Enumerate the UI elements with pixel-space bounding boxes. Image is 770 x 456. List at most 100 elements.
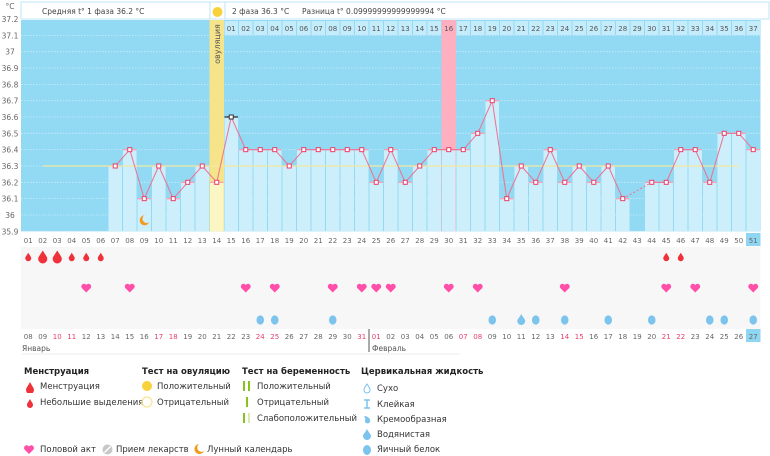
temperature-point[interactable] — [257, 147, 263, 153]
temperature-point[interactable] — [721, 130, 727, 136]
current-date-cell[interactable] — [746, 329, 761, 342]
temperature-point[interactable] — [373, 179, 379, 185]
temperature-point[interactable] — [112, 163, 118, 169]
heart-icon[interactable] — [385, 283, 396, 293]
spotting-drop-icon[interactable] — [83, 252, 90, 262]
temperature-point[interactable] — [678, 147, 684, 153]
temperature-point[interactable] — [591, 179, 597, 185]
heart-icon[interactable] — [81, 283, 92, 293]
egg-white-icon[interactable] — [705, 315, 714, 325]
temperature-point[interactable] — [127, 147, 133, 153]
temperature-segment — [491, 100, 508, 199]
phase2-day-label: 01 — [227, 25, 236, 33]
egg-white-icon[interactable] — [328, 315, 337, 325]
egg-white-icon[interactable] — [560, 315, 569, 325]
egg-white-icon[interactable] — [749, 315, 758, 325]
date-label: 13 — [96, 333, 105, 341]
spotting-drop-icon[interactable] — [68, 252, 75, 262]
heart-icon[interactable] — [559, 283, 570, 293]
spotting-drop-icon[interactable] — [25, 252, 32, 262]
temperature-point[interactable] — [605, 163, 611, 169]
legend-ovulation-title: Тест на овуляцию — [142, 367, 231, 377]
temperature-bar — [268, 149, 282, 232]
heart-icon[interactable] — [269, 283, 280, 293]
heart-icon[interactable] — [748, 283, 759, 293]
phase2-day-label: 24 — [560, 25, 569, 33]
temperature-point[interactable] — [141, 196, 147, 202]
temperature-point[interactable] — [649, 179, 655, 185]
temperature-point[interactable] — [446, 147, 452, 153]
phase2-day-label: 15 — [430, 25, 439, 33]
watery-drop-icon[interactable] — [517, 314, 526, 325]
heart-icon[interactable] — [371, 283, 382, 293]
temperature-point[interactable] — [344, 147, 350, 153]
cycle-day-label: 21 — [314, 237, 323, 245]
temperature-bar — [703, 182, 717, 232]
heart-icon[interactable] — [443, 283, 454, 293]
temperature-point[interactable] — [185, 179, 191, 185]
temperature-point[interactable] — [533, 179, 539, 185]
temperature-point[interactable] — [272, 147, 278, 153]
temperature-point[interactable] — [562, 179, 568, 185]
temperature-point[interactable] — [286, 163, 292, 169]
y-tick-label: 36.4 — [2, 146, 19, 155]
egg-white-icon[interactable] — [604, 315, 613, 325]
temperature-point[interactable] — [228, 114, 234, 120]
temperature-point[interactable] — [489, 98, 495, 104]
heart-icon[interactable] — [690, 283, 701, 293]
temperature-point[interactable] — [417, 163, 423, 169]
temperature-point[interactable] — [315, 147, 321, 153]
temperature-point[interactable] — [402, 179, 408, 185]
temperature-point[interactable] — [156, 163, 162, 169]
temperature-point[interactable] — [547, 147, 553, 153]
temperature-point[interactable] — [518, 163, 524, 169]
legend-watery: Водянистая — [377, 430, 431, 440]
temperature-point[interactable] — [330, 147, 336, 153]
heart-icon[interactable] — [356, 283, 367, 293]
egg-white-icon[interactable] — [720, 315, 729, 325]
temperature-bar — [181, 182, 195, 232]
temperature-bar — [572, 165, 586, 232]
temperature-point[interactable] — [301, 147, 307, 153]
temperature-point[interactable] — [214, 179, 220, 185]
temperature-point[interactable] — [707, 179, 713, 185]
menstruation-drop-icon[interactable] — [38, 250, 48, 264]
temperature-bar — [152, 165, 166, 232]
egg-white-icon[interactable] — [531, 315, 540, 325]
menstruation-drop-icon[interactable] — [52, 250, 62, 264]
spotting-drop-icon[interactable] — [663, 252, 670, 262]
phase2-day-label: 16 — [444, 25, 453, 33]
temperature-point[interactable] — [504, 196, 510, 202]
temperature-point[interactable] — [620, 196, 626, 202]
temperature-point[interactable] — [663, 179, 669, 185]
egg-white-icon[interactable] — [647, 315, 656, 325]
temperature-point[interactable] — [692, 147, 698, 153]
y-tick-label: 36.6 — [2, 113, 19, 122]
temperature-point[interactable] — [170, 196, 176, 202]
heart-icon[interactable] — [240, 283, 251, 293]
phase2-day-cell — [398, 21, 412, 35]
temperature-point[interactable] — [736, 130, 742, 136]
temperature-point[interactable] — [243, 147, 249, 153]
temperature-point[interactable] — [750, 147, 756, 153]
cycle-day-label: 48 — [705, 237, 714, 245]
temperature-point[interactable] — [388, 147, 394, 153]
temperature-point[interactable] — [431, 147, 437, 153]
y-tick-label: 36.9 — [2, 64, 19, 73]
heart-icon[interactable] — [327, 283, 338, 293]
egg-white-icon[interactable] — [270, 315, 279, 325]
temperature-point[interactable] — [359, 147, 365, 153]
current-day-cell[interactable] — [746, 233, 761, 246]
spotting-drop-icon[interactable] — [677, 252, 684, 262]
temperature-point[interactable] — [475, 130, 481, 136]
heart-icon[interactable] — [661, 283, 672, 293]
heart-icon[interactable] — [472, 283, 483, 293]
egg-white-icon[interactable] — [488, 315, 497, 325]
egg-white-icon[interactable] — [256, 315, 265, 325]
temperature-point[interactable] — [460, 147, 466, 153]
spotting-drop-icon[interactable] — [97, 252, 104, 262]
heart-icon[interactable] — [124, 283, 135, 293]
temperature-point[interactable] — [576, 163, 582, 169]
temperature-point[interactable] — [199, 163, 205, 169]
cycle-day-label: 32 — [473, 237, 482, 245]
